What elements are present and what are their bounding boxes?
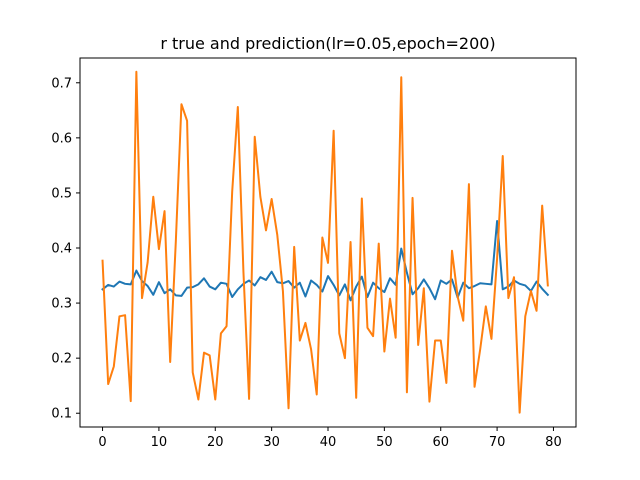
axes-layer: 0 10 20 30 40 50 60 70 80 0.1 0.2 0.3 0.4 0.5 0.6 0.7: [51, 57, 577, 450]
y-tick-label: 0.2: [51, 352, 72, 367]
x-tick-label: 50: [376, 435, 393, 450]
y-tick-label: 0.3: [51, 297, 72, 312]
series-layer: [101, 70, 550, 414]
x-tick-label: 60: [432, 435, 449, 450]
chart-title: r true and prediction(lr=0.05,epoch=200): [160, 34, 495, 53]
y-tick-label: 0.6: [51, 131, 72, 146]
series-line-1: [101, 70, 549, 414]
x-tick-label: 40: [320, 435, 337, 450]
x-tick-label: 20: [207, 435, 224, 450]
x-tick-label: 30: [263, 435, 280, 450]
y-tick-label: 0.1: [51, 407, 72, 422]
y-tick-label: 0.7: [51, 76, 72, 91]
y-tick-label: 0.5: [51, 186, 72, 201]
x-tick-label: 10: [151, 435, 168, 450]
x-tick-label: 0: [98, 435, 106, 450]
x-tick-label: 80: [545, 435, 562, 450]
x-tick-label: 70: [489, 435, 506, 450]
series-line-0: [101, 220, 550, 302]
y-tick-label: 0.4: [51, 242, 72, 257]
